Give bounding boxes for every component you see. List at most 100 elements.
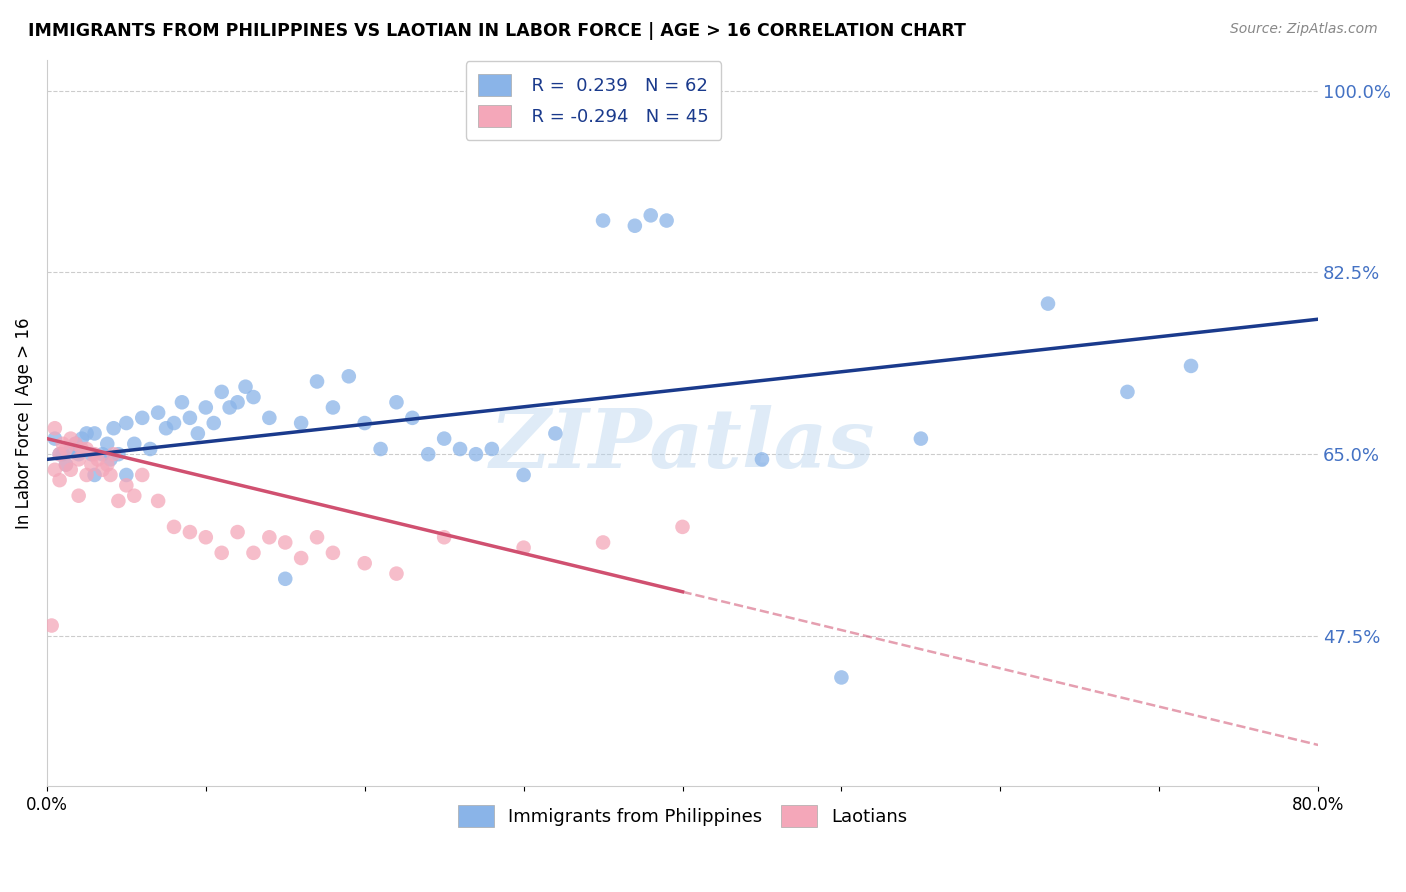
Point: [624, 219, 647, 233]
Point: [433, 432, 456, 446]
Point: [76, 426, 98, 441]
Point: [124, 489, 146, 503]
Point: [226, 395, 249, 409]
Point: [211, 384, 233, 399]
Point: [55, 442, 77, 456]
Point: [44, 463, 66, 477]
Point: [48, 447, 70, 461]
Point: [100, 467, 122, 482]
Point: [55, 458, 77, 472]
Point: [87, 452, 110, 467]
Point: [55, 458, 77, 472]
Point: [52, 437, 75, 451]
Point: [41, 618, 63, 632]
Point: [115, 467, 138, 482]
Point: [512, 541, 534, 555]
Point: [107, 447, 129, 461]
Point: [179, 410, 201, 425]
Point: [131, 410, 153, 425]
Point: [80, 447, 103, 461]
Point: [83, 426, 105, 441]
Text: Source: ZipAtlas.com: Source: ZipAtlas.com: [1230, 22, 1378, 37]
Point: [830, 670, 852, 684]
Point: [259, 410, 281, 425]
Point: [592, 213, 614, 227]
Point: [353, 416, 375, 430]
Point: [194, 530, 217, 544]
Point: [107, 494, 129, 508]
Point: [401, 410, 423, 425]
Point: [65, 437, 87, 451]
Point: [544, 426, 567, 441]
Point: [100, 452, 122, 467]
Point: [259, 530, 281, 544]
Point: [187, 426, 209, 441]
Point: [170, 395, 193, 409]
Point: [83, 467, 105, 482]
Point: [146, 494, 169, 508]
Point: [115, 478, 138, 492]
Point: [218, 401, 240, 415]
Legend: Immigrants from Philippines, Laotians: Immigrants from Philippines, Laotians: [449, 796, 917, 836]
Point: [179, 524, 201, 539]
Point: [67, 452, 90, 467]
Point: [337, 369, 360, 384]
Point: [481, 442, 503, 456]
Point: [751, 452, 773, 467]
Point: [59, 432, 82, 446]
Point: [163, 520, 186, 534]
Point: [131, 467, 153, 482]
Point: [115, 416, 138, 430]
Point: [235, 380, 257, 394]
Point: [242, 546, 264, 560]
Point: [1036, 296, 1059, 310]
Point: [155, 421, 177, 435]
Point: [290, 551, 312, 566]
Point: [242, 390, 264, 404]
Point: [211, 546, 233, 560]
Point: [65, 437, 87, 451]
Point: [124, 437, 146, 451]
Point: [76, 442, 98, 456]
Point: [59, 463, 82, 477]
Point: [83, 447, 105, 461]
Point: [96, 458, 118, 472]
Point: [44, 421, 66, 435]
Y-axis label: In Labor Force | Age > 16: In Labor Force | Age > 16: [15, 318, 32, 529]
Point: [96, 437, 118, 451]
Point: [67, 489, 90, 503]
Point: [48, 473, 70, 487]
Point: [592, 535, 614, 549]
Point: [418, 447, 440, 461]
Point: [305, 530, 328, 544]
Point: [465, 447, 488, 461]
Point: [1116, 384, 1139, 399]
Point: [512, 467, 534, 482]
Point: [290, 416, 312, 430]
Point: [80, 458, 103, 472]
Point: [103, 421, 125, 435]
Point: [48, 447, 70, 461]
Point: [322, 401, 344, 415]
Point: [226, 524, 249, 539]
Point: [449, 442, 471, 456]
Point: [67, 447, 90, 461]
Point: [274, 535, 297, 549]
Point: [322, 546, 344, 560]
Point: [1180, 359, 1202, 373]
Point: [44, 432, 66, 446]
Point: [274, 572, 297, 586]
Text: IMMIGRANTS FROM PHILIPPINES VS LAOTIAN IN LABOR FORCE | AGE > 16 CORRELATION CHA: IMMIGRANTS FROM PHILIPPINES VS LAOTIAN I…: [28, 22, 966, 40]
Point: [91, 463, 114, 477]
Point: [146, 406, 169, 420]
Point: [370, 442, 392, 456]
Point: [91, 447, 114, 461]
Point: [76, 467, 98, 482]
Text: ZIPatlas: ZIPatlas: [489, 405, 876, 485]
Point: [385, 395, 408, 409]
Point: [70, 442, 93, 456]
Point: [671, 520, 693, 534]
Point: [202, 416, 225, 430]
Point: [52, 447, 75, 461]
Point: [385, 566, 408, 581]
